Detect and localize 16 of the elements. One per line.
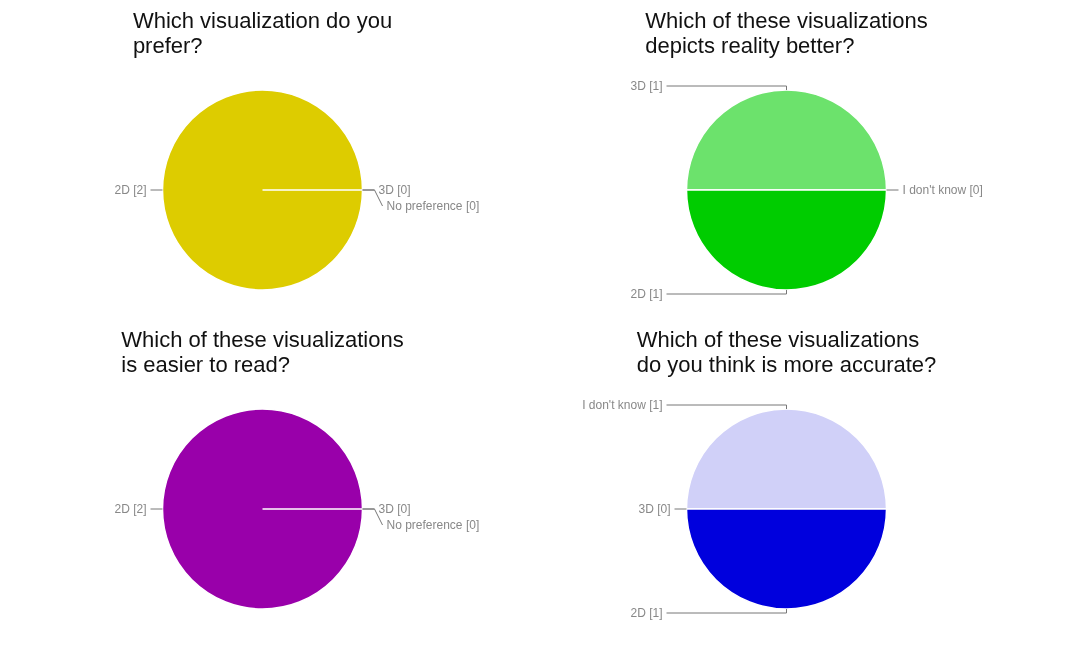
slice-label: 2D [2]: [114, 502, 147, 516]
chart-title: Which visualization do you prefer?: [132, 7, 393, 58]
legend-label: No preference [0]: [386, 518, 480, 532]
chart-title: Which of these visualizations do you think is more accurate?: [636, 326, 937, 377]
legend-label: I don't know [0]: [902, 183, 983, 197]
legend-label: 3D [0]: [378, 183, 411, 197]
slice-label: I don't know [1]: [582, 398, 663, 412]
slice-label: 2D [1]: [630, 287, 663, 301]
legend-label: 3D [0]: [638, 502, 671, 516]
category-label: No preference [0]: [386, 199, 480, 213]
slice-label: 2D [1]: [630, 606, 663, 620]
slice-label: 3D [1]: [630, 79, 663, 93]
legend-label: 3D [0]: [378, 502, 411, 516]
chart-title: Which of these visualizations depicts reality better?: [645, 7, 928, 58]
chart-title: Which of these visualizations is easier to read?: [121, 326, 404, 377]
slice-label: 2D [2]: [114, 183, 147, 197]
